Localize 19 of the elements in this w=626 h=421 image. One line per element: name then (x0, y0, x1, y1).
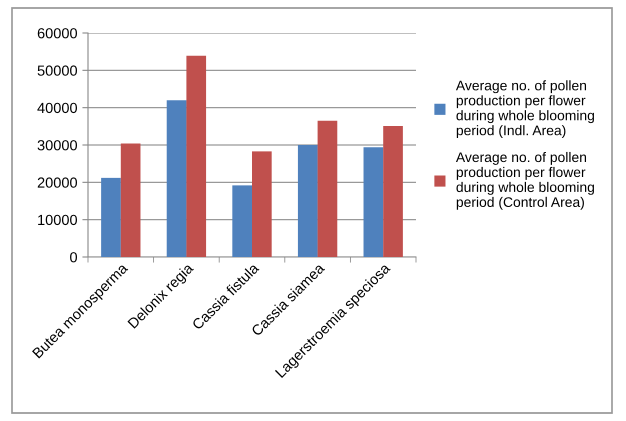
legend-label: Average no. of pollen production per flower during whole blooming period (Control Area) (456, 152, 594, 210)
y-tick-label: 40000 (37, 102, 78, 114)
bar (252, 151, 272, 257)
bar (101, 178, 121, 257)
bar (364, 147, 384, 257)
y-tick-label: 20000 (38, 177, 78, 188)
bar (383, 126, 403, 257)
bar (298, 145, 318, 257)
y-tick-label: 50000 (38, 65, 78, 76)
y-tick-label: 10000 (38, 214, 78, 226)
bar (166, 100, 186, 257)
bar (186, 56, 206, 257)
y-tick-label: 0 (70, 252, 78, 262)
bar (232, 185, 252, 257)
y-tick-label: 30000 (38, 140, 78, 150)
bar (318, 120, 338, 257)
legend-label: Average no. of pollen production per flower during whole blooming period (Indl. Area) (456, 80, 594, 138)
bar (120, 144, 140, 257)
y-tick-label: 60000 (38, 28, 78, 38)
